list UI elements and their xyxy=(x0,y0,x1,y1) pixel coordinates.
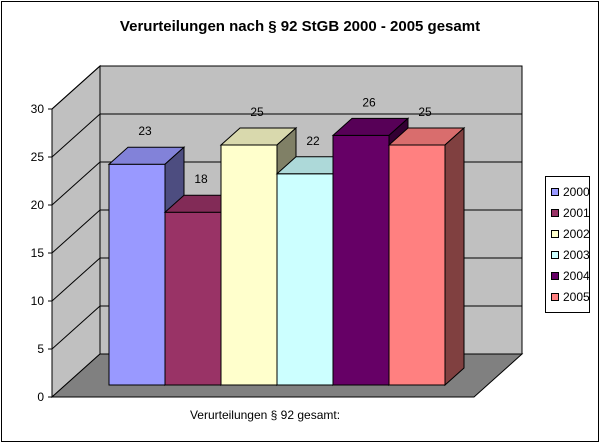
bar-2005 xyxy=(387,126,466,387)
chart-title: Verurteilungen nach § 92 StGB 2000 - 200… xyxy=(119,18,481,35)
y-tick-label: 0 xyxy=(37,390,44,404)
legend-swatch xyxy=(551,230,559,238)
y-tick-label: 30 xyxy=(31,102,45,116)
bar-front xyxy=(332,134,390,386)
bar-front xyxy=(164,211,222,386)
gridline-side xyxy=(51,209,101,254)
legend: 2000 2001 2002 2003 2004 2005 xyxy=(545,176,590,313)
legend-label: 2005 xyxy=(563,290,590,304)
legend-swatch xyxy=(551,188,559,196)
data-labels: 23 18 25 22 26 25 xyxy=(138,95,432,186)
y-tick-label: 20 xyxy=(31,198,45,212)
gridline-side xyxy=(51,305,101,350)
bars xyxy=(107,117,466,387)
legend-swatch xyxy=(551,251,559,259)
data-label: 23 xyxy=(138,124,152,138)
legend-swatch xyxy=(551,209,559,217)
legend-label: 2002 xyxy=(563,227,590,241)
legend-label: 2004 xyxy=(563,269,590,283)
legend-label: 2000 xyxy=(563,185,590,199)
data-label: 18 xyxy=(194,172,208,186)
bar-front xyxy=(388,144,446,386)
gridline-side xyxy=(51,65,101,110)
legend-label: 2001 xyxy=(563,206,590,220)
bar-front xyxy=(276,173,334,386)
data-label: 25 xyxy=(418,105,432,119)
bar-front xyxy=(108,163,166,386)
gridline-side xyxy=(51,161,101,206)
legend-label: 2003 xyxy=(563,248,590,262)
x-axis-label: Verurteilungen § 92 gesamt: xyxy=(190,408,340,422)
bar-side xyxy=(444,126,465,387)
data-label: 22 xyxy=(306,134,320,148)
y-axis: 0 5 10 15 20 25 30 xyxy=(31,102,474,404)
y-tick-label: 15 xyxy=(31,246,45,260)
legend-swatch xyxy=(551,293,559,301)
y-tick-label: 10 xyxy=(31,294,45,308)
gridline-side xyxy=(51,113,101,158)
bar-front xyxy=(220,144,278,386)
gridline-side xyxy=(51,257,101,302)
data-label: 25 xyxy=(250,105,264,119)
legend-swatch xyxy=(551,272,559,280)
y-tick-label: 25 xyxy=(31,150,45,164)
y-tick-label: 5 xyxy=(37,342,44,356)
data-label: 26 xyxy=(362,95,376,109)
